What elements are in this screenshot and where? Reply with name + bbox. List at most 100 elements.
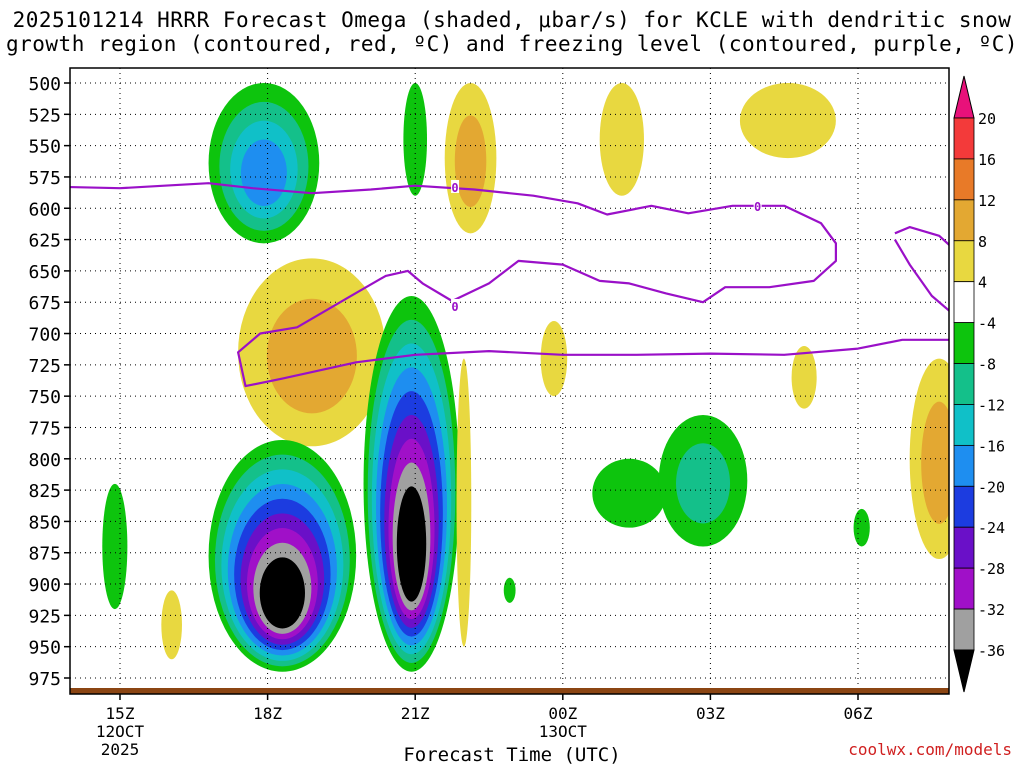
omega-contour-yellow-diagonal-band-8 <box>266 298 357 414</box>
omega-cell-yellow-0000Z <box>540 321 568 397</box>
omega-contour-green-1445Z-m4 <box>102 483 128 610</box>
freezing-level-label-1: 0 <box>451 181 458 195</box>
x-tick-year-15Z: 2025 <box>101 740 140 759</box>
omega-contour-core-1800Z-m36 <box>259 557 305 629</box>
y-tick-label-500: 500 <box>28 74 61 95</box>
omega-contour-yellow-0000Z-4 <box>540 321 568 397</box>
colorbar-label-m36: -36 <box>978 642 1005 660</box>
colorbar-bin-12 <box>953 158 975 201</box>
colorbar-label-4: 4 <box>978 274 987 292</box>
colorbar-bin-m20 <box>953 444 975 487</box>
freezing-label-bg-2 <box>451 298 460 312</box>
omega-contour-green-2330Z-m4 <box>503 577 516 603</box>
omega-contour-core-2100Z-m36 <box>396 486 427 602</box>
y-tick-label-600: 600 <box>28 199 61 220</box>
omega-cell-green-2330Z <box>503 577 516 603</box>
colorbar-label-m12: -12 <box>978 396 1005 414</box>
omega-cell-yellow-1545Z <box>161 590 182 660</box>
omega-cell-green-0700Z <box>853 508 870 547</box>
omega-contour-yellow-2200Z-4 <box>456 358 472 647</box>
colorbar-bin-m24 <box>953 485 975 528</box>
y-tick-label-650: 650 <box>28 262 61 283</box>
colorbar-bin-m28 <box>953 526 975 569</box>
x-axis-label: Forecast Time (UTC) <box>403 744 621 766</box>
freezing-level-label-2: 0 <box>451 300 458 314</box>
x-tick-date-15Z: 12OCT <box>96 722 145 741</box>
colorbar-label-m32: -32 <box>978 601 1005 619</box>
y-tick-label-725: 725 <box>28 356 61 377</box>
omega-cell-yellow-2120Z <box>444 83 497 234</box>
colorbar-label-m20: -20 <box>978 478 1005 496</box>
colorbar-bin-4 <box>953 240 975 283</box>
colorbar-bin-8 <box>953 199 975 242</box>
colorbar-label-m4: -4 <box>978 315 996 333</box>
freezing-level-line-3 <box>893 239 949 312</box>
freezing-level-line-1 <box>70 182 949 388</box>
omega-contour-yellow-0530Z-4 <box>791 346 817 409</box>
x-tick-label-00Z: 00Z <box>548 704 577 723</box>
y-tick-label-575: 575 <box>28 168 61 189</box>
omega-cell-green-0300Z <box>658 414 748 547</box>
y-tick-label-825: 825 <box>28 481 61 502</box>
y-tick-label-700: 700 <box>28 325 61 346</box>
colorbar-bin-m8 <box>953 322 975 364</box>
y-tick-label-800: 800 <box>28 450 61 471</box>
colorbar-bin-m32 <box>953 567 975 610</box>
omega-cell-green-column-2100Z <box>403 83 428 196</box>
omega-contour-yellow-0030Z-4 <box>599 83 644 196</box>
colorbar: 20 16 12 8 4 -4 -8 -12 -16 -20 -24 -28 -32 -36 <box>953 75 1005 693</box>
credit-text: coolwx.com/models <box>848 740 1012 759</box>
chart-title-line2: growth region (contoured, red, ºC) and f… <box>5 32 1019 56</box>
x-tick-label-03Z: 03Z <box>696 704 725 723</box>
colorbar-label-m8: -8 <box>978 356 996 374</box>
colorbar-bin-m16 <box>953 404 975 446</box>
omega-cell-core-1800Z <box>208 440 357 672</box>
colorbar-top-arrow <box>953 75 975 119</box>
freezing-label-bg-1 <box>451 179 460 193</box>
omega-cell-yellow-0030Z <box>599 83 644 196</box>
y-tick-label-850: 850 <box>28 512 61 533</box>
x-tick-label-21Z: 21Z <box>401 704 430 723</box>
omega-contour-green-column-1730Z-m16 <box>240 139 287 207</box>
y-tick-label-525: 525 <box>28 105 61 126</box>
omega-cell-yellow-0530Z <box>791 346 817 409</box>
omega-contour-yellow-0800Z-8 <box>921 401 949 524</box>
colorbar-bottom-arrow <box>953 649 975 693</box>
omega-cell-yellow-0800Z <box>909 358 949 559</box>
y-tick-label-950: 950 <box>28 638 61 659</box>
omega-cell-green-1445Z <box>102 483 128 610</box>
y-tick-label-875: 875 <box>28 544 61 565</box>
freezing-level-label-3: 0 <box>754 200 761 214</box>
omega-contour-green-0700Z-m4 <box>853 508 870 547</box>
y-tick-label-775: 775 <box>28 418 61 439</box>
colorbar-bin-m12 <box>953 363 975 405</box>
omega-cell-core-2100Z <box>363 295 460 672</box>
y-tick-label-625: 625 <box>28 231 61 252</box>
omega-cell-green-0130Z <box>592 458 667 528</box>
y-tick-label-550: 550 <box>28 137 61 158</box>
y-axis: 500 525 550 575 600 625 650 675 700 725 750 775 800 8… <box>28 74 70 690</box>
x-tick-label-06Z: 06Z <box>844 704 873 723</box>
colorbar-bin-m36 <box>953 608 975 651</box>
x-tick-date-00Z: 13OCT <box>539 722 588 741</box>
colorbar-bin-m4 <box>953 281 975 324</box>
colorbar-label-12: 12 <box>978 192 996 210</box>
chart-title-line1: 2025101214 HRRR Forecast Omega (shaded, … <box>12 8 1012 32</box>
omega-cell-yellow-0430Z <box>739 83 836 159</box>
y-tick-label-675: 675 <box>28 293 61 314</box>
colorbar-label-16: 16 <box>978 151 996 169</box>
omega-cell-yellow-2200Z <box>456 358 472 647</box>
ground-surface-band <box>70 688 949 694</box>
omega-contour-green-0130Z-m4 <box>592 458 667 528</box>
colorbar-label-m16: -16 <box>978 437 1005 455</box>
colorbar-label-8: 8 <box>978 233 987 251</box>
omega-shading <box>102 83 949 672</box>
plot-frame <box>69 67 950 695</box>
x-tick-label-15Z: 15Z <box>106 704 135 723</box>
x-tick-label-18Z: 18Z <box>253 704 282 723</box>
y-tick-label-900: 900 <box>28 575 61 596</box>
omega-contour-green-column-2100Z-m4 <box>403 83 428 196</box>
colorbar-label-20: 20 <box>978 110 996 128</box>
